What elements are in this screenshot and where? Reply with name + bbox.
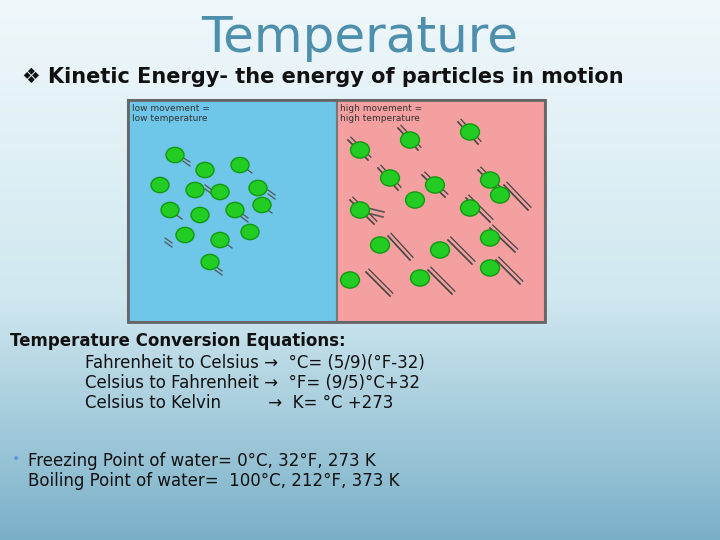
Ellipse shape	[231, 157, 249, 173]
Text: Fahrenheit to Celsius →  °C= (5/9)(°F-32): Fahrenheit to Celsius → °C= (5/9)(°F-32)	[85, 354, 425, 372]
Ellipse shape	[161, 202, 179, 218]
Ellipse shape	[241, 224, 259, 240]
Text: ❖ Kinetic Energy- the energy of particles in motion: ❖ Kinetic Energy- the energy of particle…	[22, 67, 624, 87]
Ellipse shape	[253, 197, 271, 213]
Ellipse shape	[211, 184, 229, 200]
Ellipse shape	[351, 142, 369, 158]
Ellipse shape	[151, 177, 169, 193]
Ellipse shape	[371, 237, 390, 253]
Ellipse shape	[480, 172, 500, 188]
Ellipse shape	[191, 207, 209, 222]
Text: high movement =
high temperature: high movement = high temperature	[341, 104, 423, 124]
Bar	[336, 100, 545, 322]
Ellipse shape	[341, 272, 359, 288]
Text: Freezing Point of water= 0°C, 32°F, 273 K: Freezing Point of water= 0°C, 32°F, 273 …	[28, 452, 376, 470]
Ellipse shape	[461, 124, 480, 140]
Ellipse shape	[226, 202, 244, 218]
Ellipse shape	[166, 147, 184, 163]
Ellipse shape	[381, 170, 400, 186]
Ellipse shape	[351, 202, 369, 218]
Text: Celsius to Fahrenheit →  °F= (9/5)°C+32: Celsius to Fahrenheit → °F= (9/5)°C+32	[85, 374, 420, 392]
Ellipse shape	[201, 254, 219, 269]
Bar	[128, 100, 545, 322]
Ellipse shape	[490, 187, 510, 203]
Ellipse shape	[196, 163, 214, 178]
Text: Temperature Conversion Equations:: Temperature Conversion Equations:	[10, 332, 346, 350]
Text: Celsius to Kelvin         →  K= °C +273: Celsius to Kelvin → K= °C +273	[85, 394, 393, 412]
Text: low movement =
low temperature: low movement = low temperature	[132, 104, 210, 124]
Ellipse shape	[400, 132, 420, 148]
Ellipse shape	[431, 242, 449, 258]
Ellipse shape	[186, 183, 204, 198]
Bar	[128, 100, 336, 322]
Ellipse shape	[211, 232, 229, 248]
Ellipse shape	[426, 177, 444, 193]
Ellipse shape	[410, 270, 429, 286]
Text: Boiling Point of water=  100°C, 212°F, 373 K: Boiling Point of water= 100°C, 212°F, 37…	[28, 472, 400, 490]
Ellipse shape	[176, 227, 194, 242]
Text: •: •	[12, 452, 20, 466]
Ellipse shape	[249, 180, 267, 195]
Text: Temperature: Temperature	[202, 14, 518, 62]
Ellipse shape	[405, 192, 425, 208]
Ellipse shape	[480, 230, 500, 246]
Ellipse shape	[461, 200, 480, 216]
Ellipse shape	[480, 260, 500, 276]
